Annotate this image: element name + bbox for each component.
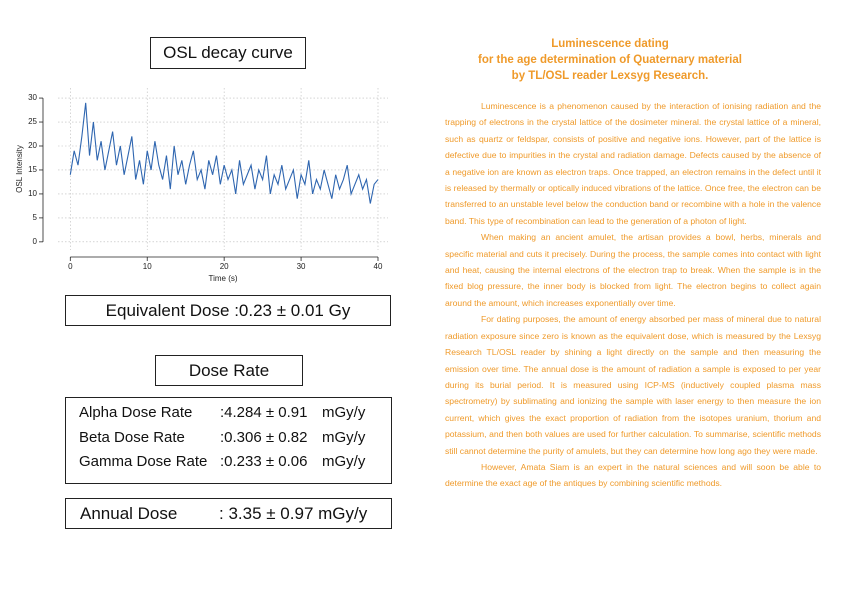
y-tick-label: 25 <box>28 117 37 126</box>
x-tick-label: 30 <box>297 262 306 271</box>
rate-value: :0.233 ± 0.06 <box>220 453 308 470</box>
chart: 0 5 10 15 20 25 30 0 10 20 30 40 Time (s) OSL Intensi… <box>15 88 388 283</box>
article-body: Luminescence is a phenomenon caused by t… <box>445 98 821 492</box>
equivalent-dose-box: Equivalent Dose :0.23 ± 0.01 Gy <box>65 295 391 326</box>
chart-title: OSL decay curve <box>163 43 293 62</box>
y-tick-label: 30 <box>28 93 37 102</box>
x-tick-label: 40 <box>374 262 383 271</box>
rate-label: Beta Dose Rate <box>79 428 185 446</box>
y-tick-label: 15 <box>28 165 37 174</box>
annual-dose-box <box>65 498 392 529</box>
dose-rate-title-box: Dose Rate <box>155 355 303 386</box>
paragraph: When making an ancient amulet, the artis… <box>445 232 821 308</box>
equivalent-value: :0.23 ± 0.01 Gy <box>234 300 351 320</box>
rate-unit: mGy/y <box>322 428 366 446</box>
y-tick-label: 5 <box>33 213 38 222</box>
paragraph: Luminescence is a phenomenon caused by t… <box>445 101 821 226</box>
rate-unit: mGy/y <box>322 404 366 421</box>
heading-line: for the age determination of Quaternary … <box>478 54 742 66</box>
x-tick-label: 0 <box>68 262 73 271</box>
annual-label: Annual Dose <box>80 504 178 523</box>
x-tick-label: 10 <box>143 262 152 271</box>
chart-title-box: OSL decay curve <box>150 37 306 69</box>
heading-line: Luminescence dating <box>551 38 669 50</box>
rate-label: Alpha Dose Rate <box>79 404 193 421</box>
rate-label: Gamma Dose Rate <box>79 453 208 470</box>
rate-value: :0.306 ± 0.82 <box>220 428 308 446</box>
annual-value: : 3.35 ± 0.97 mGy/y <box>219 504 368 523</box>
paragraph: For dating purposes, the amount of energ… <box>445 314 821 456</box>
article-heading: Luminescence dating for the age determina… <box>440 36 780 84</box>
heading-line: by TL/OSL reader Lexsyg Research. <box>511 70 709 82</box>
x-axis-label: Time (s) <box>208 274 237 283</box>
y-tick-label: 10 <box>28 189 37 198</box>
paragraph: However, Amata Siam is an expert in the … <box>445 461 821 489</box>
y-tick-label: 20 <box>28 141 37 150</box>
y-tick-label: 0 <box>33 237 38 246</box>
x-tick-label: 20 <box>220 262 229 271</box>
rate-value: :4.284 ± 0.91 <box>220 404 308 421</box>
rate-unit: mGy/y <box>322 453 366 470</box>
dose-rate-box <box>65 397 392 484</box>
y-axis-label: OSL Intensity <box>15 145 24 193</box>
data-line <box>69 102 379 204</box>
equivalent-label: Equivalent Dose <box>105 300 230 320</box>
dose-rate-title: Dose Rate <box>188 360 270 380</box>
